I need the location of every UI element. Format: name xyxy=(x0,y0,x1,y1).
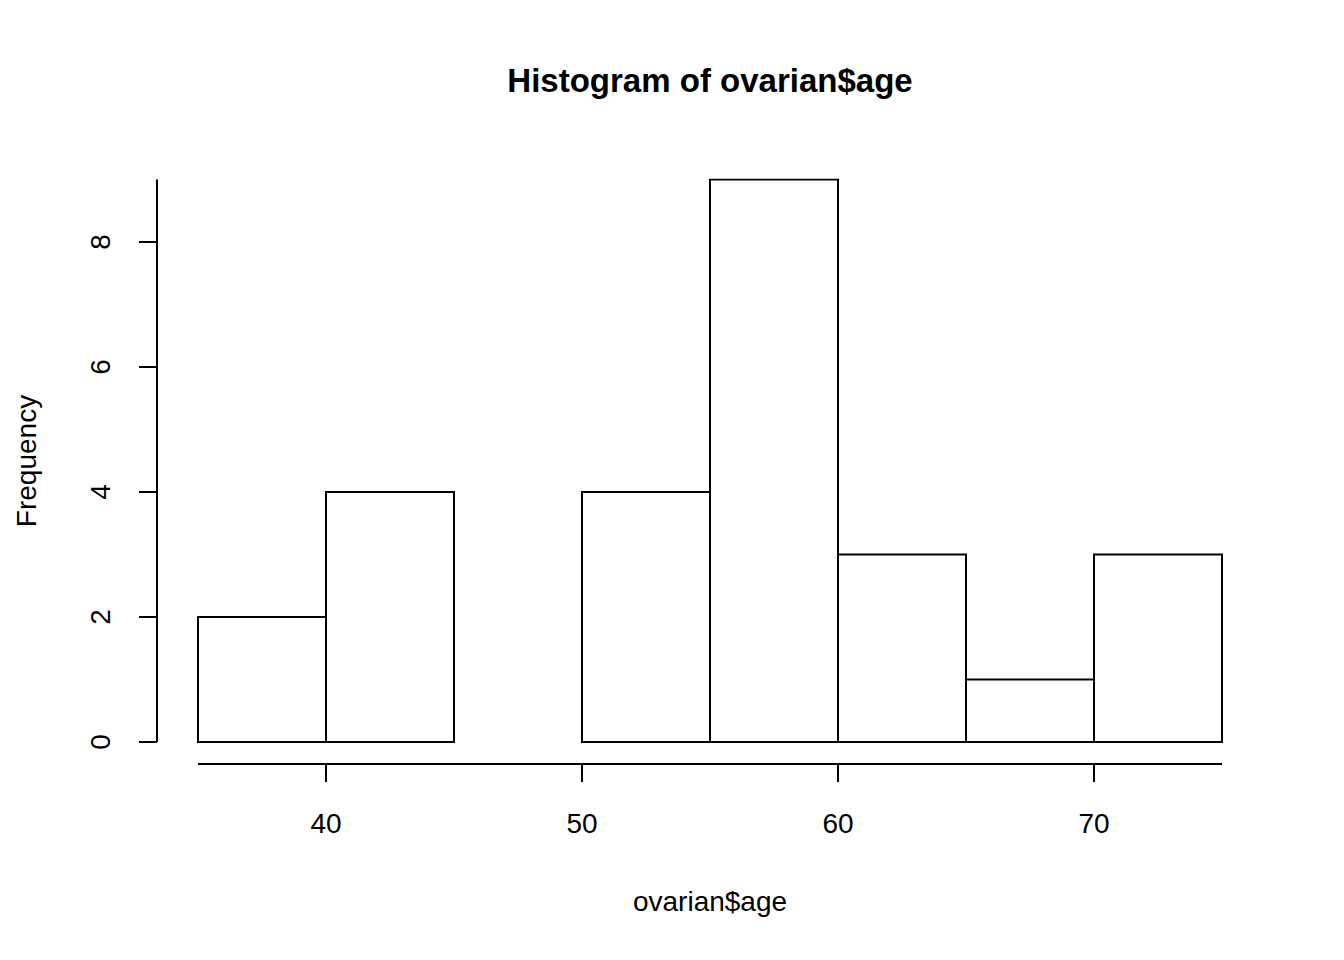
x-axis-line xyxy=(198,763,1222,765)
y-axis-line xyxy=(156,180,158,743)
y-tick-label: 2 xyxy=(85,609,116,625)
y-tick xyxy=(139,491,157,493)
histogram-bar xyxy=(326,492,454,742)
histogram-bar xyxy=(582,492,710,742)
y-tick-label: 4 xyxy=(85,484,116,500)
chart: 40 50 60 70 0 2 4 6 8 Histogram of ovarian$age ova… xyxy=(0,0,1344,960)
histogram-bar xyxy=(966,680,1094,743)
x-tick xyxy=(1093,764,1095,782)
y-tick xyxy=(139,241,157,243)
y-axis-label: Frequency xyxy=(11,395,42,527)
y-tick-label: 8 xyxy=(85,234,116,250)
x-tick-label: 50 xyxy=(566,808,597,839)
histogram-bar xyxy=(1094,555,1222,743)
x-tick-label: 40 xyxy=(310,808,341,839)
x-tick-label: 70 xyxy=(1078,808,1109,839)
histogram-bar xyxy=(198,617,326,742)
histogram-bar xyxy=(454,741,582,743)
x-tick xyxy=(325,764,327,782)
title: Histogram of ovarian$age xyxy=(507,62,912,99)
x-axis-label: ovarian$age xyxy=(633,886,787,917)
y-tick-label: 0 xyxy=(85,734,116,750)
y-tick-label: 6 xyxy=(85,359,116,375)
x-tick-label: 60 xyxy=(822,808,853,839)
x-tick xyxy=(837,764,839,782)
histogram-bar xyxy=(710,180,838,743)
y-tick xyxy=(139,366,157,368)
x-tick xyxy=(581,764,583,782)
y-tick xyxy=(139,616,157,618)
y-tick xyxy=(139,741,157,743)
histogram-bar xyxy=(838,555,966,743)
bars xyxy=(198,180,1222,743)
